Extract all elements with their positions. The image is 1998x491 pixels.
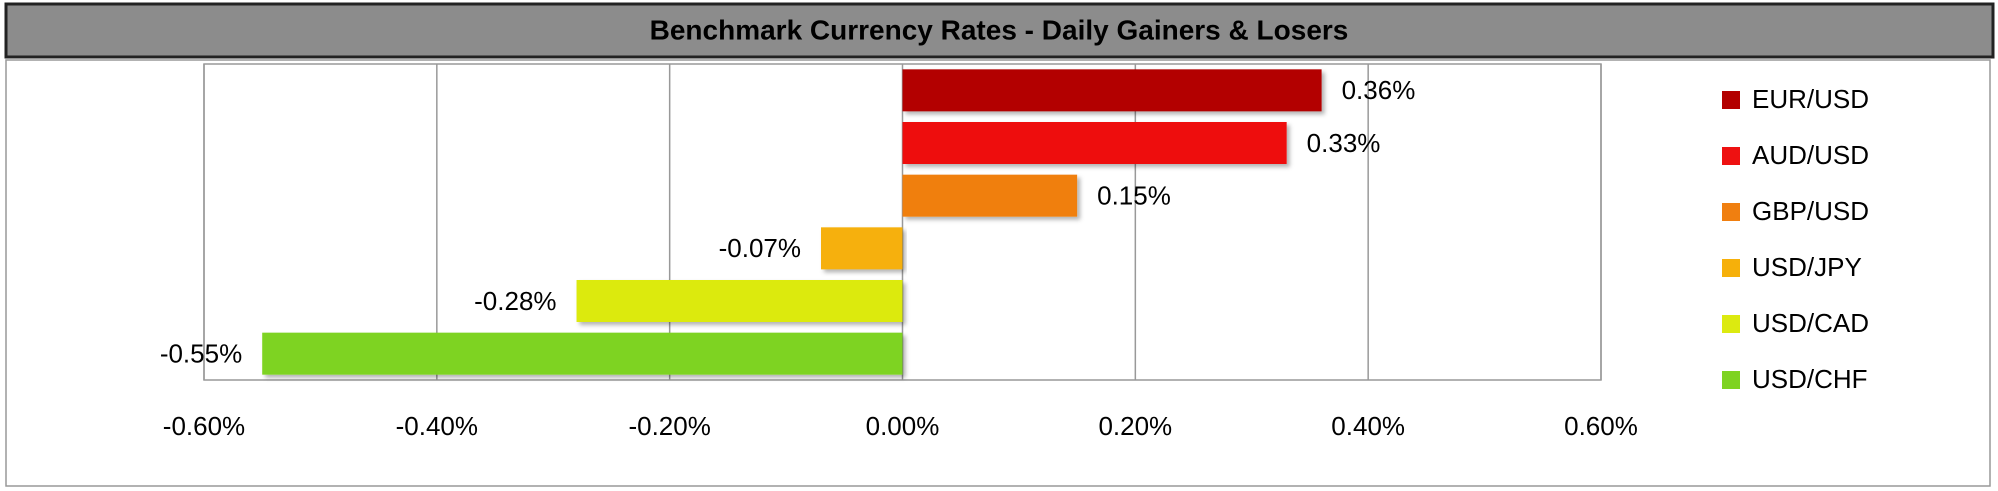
bar [262, 332, 903, 375]
legend-label: USD/JPY [1752, 252, 1862, 282]
value-label: -0.55% [160, 339, 242, 369]
title-bar [4, 2, 1995, 59]
legend-label: AUD/USD [1752, 140, 1869, 170]
x-tick-label: -0.40% [396, 411, 478, 441]
legend-swatch [1722, 147, 1740, 165]
x-tick-label: -0.60% [163, 411, 245, 441]
x-tick-label: -0.20% [628, 411, 710, 441]
x-tick-label: 0.20% [1098, 411, 1172, 441]
legend-swatch [1722, 315, 1740, 333]
value-label: 0.33% [1307, 128, 1381, 158]
legend-label: GBP/USD [1752, 196, 1869, 226]
x-tick-label: 0.00% [866, 411, 940, 441]
bar [902, 122, 1287, 164]
bar [902, 174, 1078, 217]
legend-swatch [1722, 259, 1740, 277]
chart-title: Benchmark Currency Rates - Daily Gainers… [650, 14, 1349, 45]
value-label: 0.36% [1342, 75, 1416, 105]
legend-swatch [1722, 91, 1740, 109]
bar [902, 69, 1322, 112]
legend-label: EUR/USD [1752, 84, 1869, 114]
legend-label: USD/CHF [1752, 364, 1868, 394]
legend-swatch [1722, 203, 1740, 221]
legend-label: USD/CAD [1752, 308, 1869, 338]
legend-swatch [1722, 371, 1740, 389]
value-label: -0.07% [719, 233, 801, 263]
x-tick-label: 0.60% [1564, 411, 1638, 441]
value-label: 0.15% [1097, 181, 1171, 211]
value-label: -0.28% [474, 286, 556, 316]
x-tick-label: 0.40% [1331, 411, 1405, 441]
bar [821, 227, 903, 270]
bar [576, 280, 903, 322]
